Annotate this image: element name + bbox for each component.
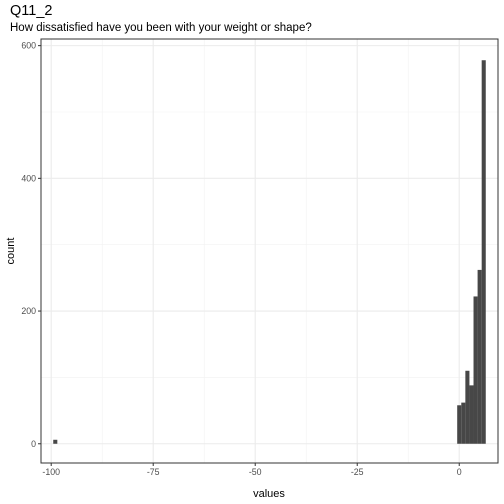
y-tick-label: 400: [21, 173, 36, 183]
histogram-bar: [469, 385, 474, 444]
y-axis-title: count: [5, 238, 17, 265]
major-gridlines: [41, 39, 498, 463]
histogram-bar: [477, 269, 482, 444]
plot-panel: [41, 39, 498, 463]
x-tick-label: -50: [249, 467, 262, 477]
x-axis-title: values: [253, 488, 285, 500]
y-tick-label: 600: [21, 41, 36, 51]
plot-border: [40, 38, 499, 464]
chart-title: Q11_2: [10, 3, 53, 19]
x-tick-label: -75: [147, 467, 160, 477]
histogram-bar: [465, 370, 470, 444]
x-tick-label: -100: [42, 467, 60, 477]
histogram-bar: [481, 60, 486, 444]
y-axis: 0 200 400 600: [21, 41, 41, 449]
histogram-bar: [473, 296, 478, 444]
x-axis: -100 -75 -50 -25 0: [42, 463, 462, 477]
histogram-bars: [53, 60, 486, 444]
histogram-bar: [461, 402, 466, 444]
x-tick-label: 0: [457, 467, 462, 477]
chart-subtitle: How dissatisfied have you been with your…: [10, 22, 312, 34]
x-tick-label: -25: [351, 467, 364, 477]
y-tick-label: 0: [31, 439, 36, 449]
histogram-bar: [53, 439, 58, 444]
y-tick-label: 200: [21, 306, 36, 316]
histogram-bar: [457, 405, 462, 444]
minor-gridlines: [41, 39, 498, 463]
